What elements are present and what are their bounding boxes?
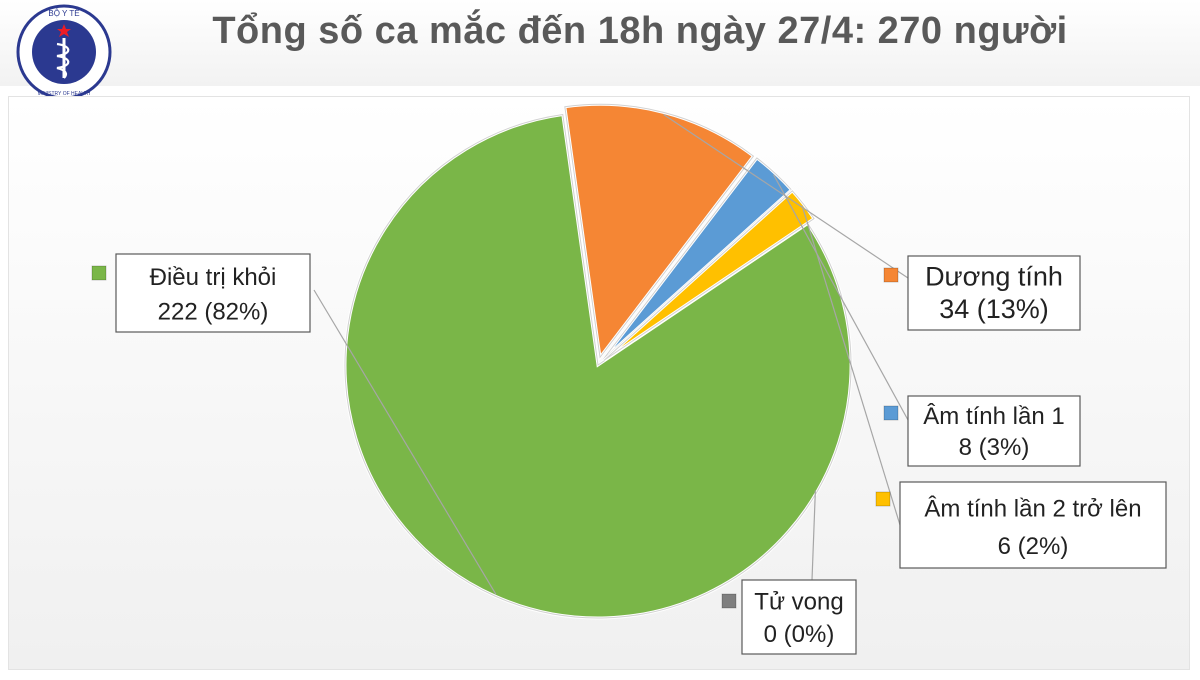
logo-serpent-icon (56, 42, 70, 79)
pie-slices (343, 102, 853, 620)
pie-slice-4 (603, 188, 817, 362)
pie-slice-outline-1 (344, 113, 852, 619)
data-label-box-1 (115, 253, 311, 333)
data-label-value-4: 6 (2%) (998, 533, 1069, 560)
data-label-box-2 (907, 255, 1081, 331)
data-label-box-4 (899, 481, 1167, 569)
pie-slice-outline-4 (603, 190, 815, 361)
leader-line-1 (313, 289, 497, 595)
data-label-name-3: Âm tính lần 1 (923, 403, 1064, 430)
legend-key-3 (883, 405, 899, 421)
pie-slice-2 (563, 102, 756, 362)
title-bar: BỘ Y TẾ MINISTRY OF HEALTH Tổng số ca mắ… (0, 0, 1200, 100)
ministry-logo: BỘ Y TẾ MINISTRY OF HEALTH (16, 4, 112, 100)
legend-key-2 (883, 267, 899, 283)
legend-key-4 (875, 491, 891, 507)
legend-key-1 (91, 265, 107, 281)
pie-slice-1 (343, 112, 853, 620)
pie-slice-outline-2 (564, 103, 755, 359)
leader-line-4 (801, 205, 901, 526)
data-label-name-4: Âm tính lần 2 trở lên (924, 495, 1141, 522)
data-label-name-1: Điều trị khỏi (150, 264, 277, 291)
leader-line-3 (773, 174, 909, 421)
logo-top-text: BỘ Y TẾ (48, 8, 79, 18)
data-label-name-2: Dương tính (925, 262, 1063, 292)
data-label-box-3 (907, 395, 1081, 467)
data-label-name-5: Tử vong (754, 589, 843, 616)
chart-title: Tổng số ca mắc đến 18h ngày 27/4: 270 ng… (212, 10, 1068, 52)
data-label-box-5 (741, 579, 857, 655)
leader-line-5 (811, 490, 816, 581)
data-label-value-5: 0 (0%) (764, 621, 835, 648)
data-label-value-2: 34 (13%) (939, 294, 1049, 324)
data-label-value-3: 8 (3%) (959, 434, 1030, 461)
legend-key-5 (721, 593, 737, 609)
logo-star-icon (57, 24, 71, 37)
logo-bottom-text: MINISTRY OF HEALTH (38, 91, 91, 97)
data-label-value-1: 222 (82%) (158, 299, 269, 326)
